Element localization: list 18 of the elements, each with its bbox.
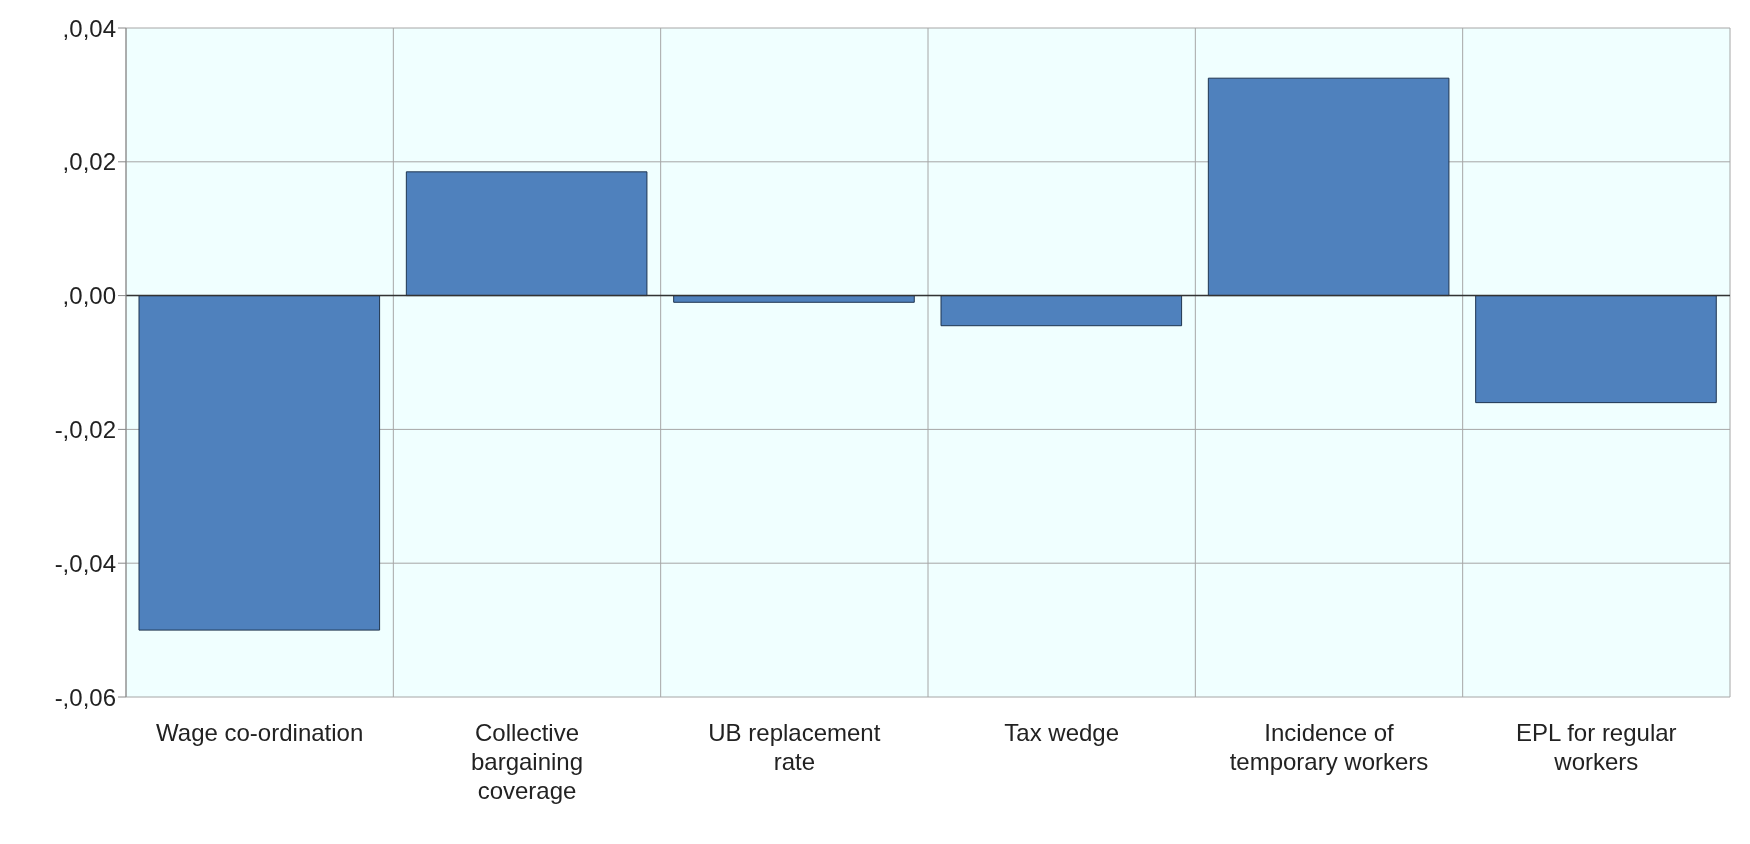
y-tick-label: -,0,06 [54,683,116,711]
x-tick-label: UB replacement rate [708,719,881,775]
bar [1207,77,1450,297]
y-tick-label: -,0,02 [54,415,116,443]
y-tick-label: ,0,00 [62,282,116,310]
x-tick-label: Incidence of temporary workers [1229,719,1429,775]
bar [940,295,1183,327]
bar [405,171,648,297]
x-tick-label: EPL for regular workers [1516,719,1677,775]
bar [673,295,915,303]
x-tick-label: Collective bargaining coverage [470,719,584,804]
y-tick-label: ,0,02 [62,148,116,176]
bar [138,295,381,631]
y-tick-label: -,0,04 [54,549,116,577]
bar [1475,295,1717,404]
x-tick-label: Wage co-ordination [156,719,364,746]
x-tick-label: Tax wedge [1004,719,1120,746]
y-tick-label: ,0,04 [62,14,116,42]
